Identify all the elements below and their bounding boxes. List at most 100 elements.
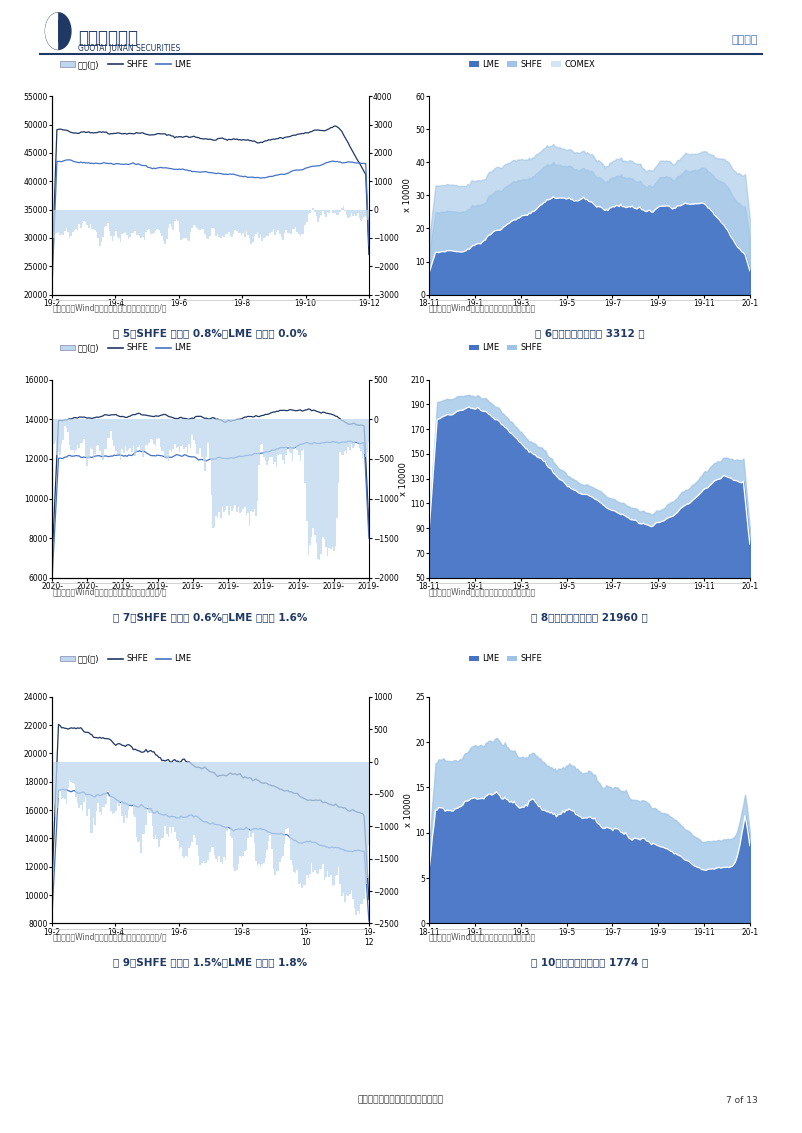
Bar bbox=[156, 761, 158, 840]
Text: 数据来源：Wind，国泰君安证券研究，单位：吨: 数据来源：Wind，国泰君安证券研究，单位：吨 bbox=[429, 932, 537, 942]
Bar bbox=[226, 210, 228, 235]
Bar bbox=[261, 210, 263, 240]
Bar bbox=[147, 761, 148, 808]
Bar bbox=[166, 210, 168, 239]
Bar bbox=[320, 761, 322, 869]
Bar bbox=[260, 761, 261, 867]
Bar bbox=[87, 761, 88, 817]
Bar bbox=[273, 419, 274, 465]
Bar bbox=[303, 210, 305, 233]
Legend: 价差(右), SHFE, LME: 价差(右), SHFE, LME bbox=[56, 651, 195, 667]
Bar bbox=[177, 419, 179, 446]
Bar bbox=[140, 419, 142, 450]
Bar bbox=[269, 210, 271, 233]
Bar bbox=[103, 419, 104, 460]
Bar bbox=[119, 761, 121, 802]
Bar bbox=[108, 761, 110, 793]
Bar bbox=[105, 210, 107, 225]
Bar bbox=[107, 419, 108, 437]
Bar bbox=[368, 210, 370, 219]
Text: 7 of 13: 7 of 13 bbox=[726, 1096, 758, 1105]
Bar bbox=[206, 419, 208, 457]
Bar bbox=[139, 419, 140, 445]
Bar bbox=[242, 210, 244, 233]
Bar bbox=[121, 419, 123, 449]
Bar bbox=[142, 761, 144, 834]
Bar bbox=[83, 419, 85, 438]
Bar bbox=[69, 419, 71, 445]
Bar bbox=[349, 419, 350, 450]
Bar bbox=[347, 210, 349, 219]
Bar bbox=[225, 419, 226, 510]
Bar bbox=[128, 761, 129, 810]
Bar bbox=[98, 210, 99, 238]
Bar bbox=[64, 210, 66, 231]
Bar bbox=[217, 761, 218, 861]
Bar bbox=[292, 761, 294, 864]
Bar bbox=[104, 761, 105, 808]
Bar bbox=[119, 419, 121, 460]
Bar bbox=[279, 210, 281, 233]
Bar bbox=[87, 210, 88, 225]
Bar bbox=[88, 419, 90, 459]
Bar bbox=[134, 419, 136, 455]
Bar bbox=[115, 419, 116, 451]
Bar bbox=[182, 210, 184, 239]
Bar bbox=[265, 761, 266, 858]
Bar bbox=[355, 761, 357, 914]
Bar bbox=[290, 210, 292, 235]
Bar bbox=[75, 761, 77, 796]
Text: 图 7：SHFE 锌下跌 0.6%，LME 锌下跌 1.6%: 图 7：SHFE 锌下跌 0.6%，LME 锌下跌 1.6% bbox=[113, 612, 308, 622]
Bar bbox=[362, 210, 363, 219]
Bar bbox=[234, 419, 236, 505]
Bar bbox=[61, 419, 63, 444]
Bar bbox=[255, 210, 257, 233]
Bar bbox=[231, 210, 233, 237]
Bar bbox=[182, 419, 184, 445]
Bar bbox=[171, 761, 172, 833]
Bar bbox=[168, 419, 169, 461]
Bar bbox=[350, 210, 352, 213]
Bar bbox=[55, 761, 56, 817]
Bar bbox=[245, 419, 247, 516]
Bar bbox=[67, 761, 69, 789]
Bar bbox=[174, 419, 176, 444]
Bar bbox=[244, 419, 245, 506]
Bar bbox=[190, 210, 192, 232]
Bar bbox=[201, 761, 203, 863]
Bar bbox=[360, 419, 362, 451]
Bar bbox=[113, 761, 115, 813]
Bar bbox=[250, 761, 252, 837]
Bar bbox=[118, 210, 119, 238]
Bar bbox=[139, 761, 140, 842]
Bar bbox=[74, 419, 75, 452]
Bar bbox=[80, 419, 82, 443]
Bar bbox=[217, 210, 218, 233]
Bar bbox=[82, 419, 83, 443]
Bar bbox=[306, 761, 308, 875]
Bar bbox=[274, 210, 276, 235]
Bar bbox=[72, 210, 74, 232]
Bar bbox=[90, 210, 91, 224]
Bar bbox=[365, 761, 367, 884]
Bar bbox=[346, 210, 347, 215]
Bar bbox=[320, 210, 322, 214]
Bar bbox=[53, 761, 55, 804]
Bar bbox=[200, 761, 201, 864]
Bar bbox=[218, 210, 220, 237]
Bar bbox=[144, 761, 145, 834]
Bar bbox=[123, 210, 124, 233]
Bar bbox=[331, 210, 333, 213]
Bar bbox=[203, 210, 205, 229]
Bar bbox=[229, 419, 231, 506]
Bar bbox=[368, 419, 370, 442]
Bar bbox=[164, 210, 166, 244]
Bar bbox=[363, 761, 365, 898]
Bar bbox=[367, 210, 368, 220]
Bar bbox=[148, 419, 150, 443]
Bar bbox=[310, 761, 311, 874]
Bar bbox=[362, 419, 363, 459]
Bar bbox=[311, 419, 313, 537]
Bar bbox=[67, 210, 69, 232]
Bar bbox=[308, 210, 310, 214]
